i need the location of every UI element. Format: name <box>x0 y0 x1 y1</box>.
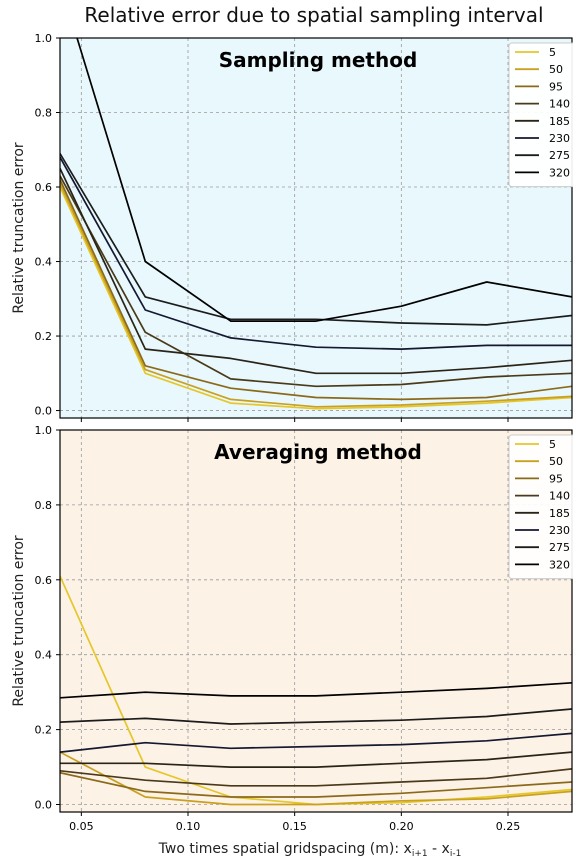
sampling-y-tick-label: 0.8 <box>35 107 53 120</box>
averaging-y-tick-label: 0.6 <box>35 574 53 587</box>
averaging-series-group <box>60 575 572 806</box>
sampling-legend-label-5: 5 <box>549 46 556 59</box>
averaging-panel: 0.0 0.2 0.4 0.6 0.8 1.0 0.05 0.10 0.15 0.20 0.25 Av… <box>11 424 573 833</box>
averaging-panel-title: Averaging method <box>214 440 422 464</box>
sampling-y-axis-label: Relative truncation error <box>11 142 27 314</box>
sampling-legend-label-230: 230 <box>549 132 570 145</box>
sampling-plot-area <box>60 38 572 418</box>
averaging-plot-area <box>60 430 572 812</box>
x-axis-label-x1: x <box>404 841 412 857</box>
averaging-x-tick-label: 0.25 <box>496 820 521 833</box>
averaging-x-tick-label: 0.20 <box>389 820 414 833</box>
averaging-y-axis-label: Relative truncation error <box>11 535 27 707</box>
x-axis-label-x2: x <box>442 841 450 857</box>
sampling-legend-label-140: 140 <box>549 98 570 111</box>
averaging-axes-frame <box>59 429 573 813</box>
averaging-x-tick-label: 0.05 <box>69 820 94 833</box>
averaging-series-line-140 <box>60 768 572 787</box>
sampling-series-group <box>60 38 572 410</box>
averaging-y-tick-label: 0.8 <box>35 499 53 512</box>
sampling-legend-label-50: 50 <box>549 63 563 76</box>
x-axis-label-sub1: i+1 <box>412 849 428 859</box>
sampling-y-tick-label: 1.0 <box>35 32 53 45</box>
averaging-legend-label-50: 50 <box>549 455 563 468</box>
averaging-series-line-185 <box>60 751 572 768</box>
averaging-y-tick-label: 1.0 <box>35 424 53 437</box>
averaging-legend-label-230: 230 <box>549 524 570 537</box>
sampling-legend-label-185: 185 <box>549 115 570 128</box>
x-axis-label-minus: - <box>428 841 442 857</box>
sampling-series-line-275 <box>60 153 572 326</box>
sampling-series-line-5 <box>60 186 572 410</box>
sampling-y-tick-label: 0.0 <box>35 405 53 418</box>
sampling-y-tick-label: 0.2 <box>35 330 53 343</box>
averaging-legend-label-320: 320 <box>549 558 570 571</box>
x-axis-label-sub2: i-1 <box>450 849 461 859</box>
figure-title: Relative error due to spatial sampling i… <box>84 3 543 27</box>
averaging-series-line-320 <box>60 681 572 699</box>
averaging-y-tick-label: 0.2 <box>35 724 53 737</box>
x-axis-label: Two times spatial gridspacing (m): xi+1 … <box>158 841 462 859</box>
sampling-series-line-185 <box>60 168 572 375</box>
averaging-legend-label-140: 140 <box>549 490 570 503</box>
sampling-series-line-95 <box>60 179 572 401</box>
x-axis-label-main: Two times spatial gridspacing (m): <box>158 841 404 857</box>
sampling-series-line-320 <box>76 38 572 322</box>
averaging-legend <box>508 434 573 580</box>
averaging-y-tick-label: 0.4 <box>35 649 53 662</box>
sampling-legend <box>508 42 573 188</box>
sampling-axes-frame <box>59 37 573 419</box>
sampling-series-line-50 <box>60 182 572 408</box>
averaging-legend-label-95: 95 <box>549 472 563 485</box>
averaging-y-tick-label: 0.0 <box>35 799 53 812</box>
averaging-series-line-230 <box>60 732 572 753</box>
sampling-panel: 0.0 0.2 0.4 0.6 0.8 1.0 Sampling method Relativ… <box>11 32 573 422</box>
sampling-y-tick-label: 0.6 <box>35 181 53 194</box>
sampling-legend-label-275: 275 <box>549 149 570 162</box>
averaging-series-line-50 <box>60 751 572 806</box>
averaging-legend-label-275: 275 <box>549 541 570 554</box>
averaging-series-line-275 <box>60 708 572 725</box>
averaging-legend-label-5: 5 <box>549 438 556 451</box>
sampling-legend-label-320: 320 <box>549 166 570 179</box>
averaging-x-tick-label: 0.10 <box>176 820 201 833</box>
averaging-legend-label-185: 185 <box>549 507 570 520</box>
sampling-series-line-230 <box>60 156 572 350</box>
sampling-series-line-140 <box>60 175 572 388</box>
sampling-panel-title: Sampling method <box>219 48 418 72</box>
averaging-series-line-95 <box>60 771 572 798</box>
averaging-x-tick-label: 0.15 <box>282 820 307 833</box>
sampling-legend-label-95: 95 <box>549 80 563 93</box>
sampling-y-tick-label: 0.4 <box>35 256 53 269</box>
